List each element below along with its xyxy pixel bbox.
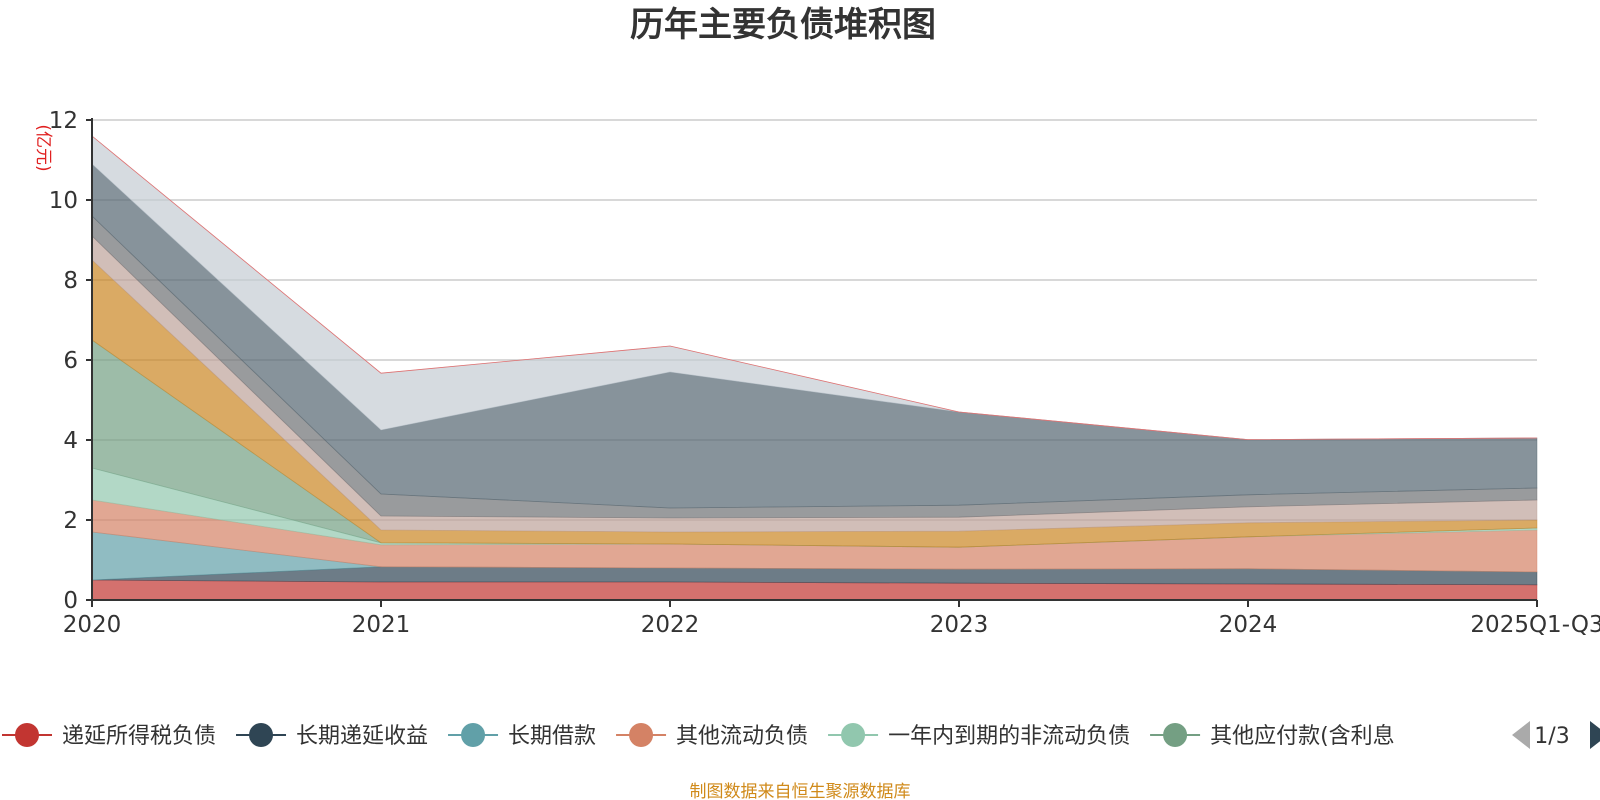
source-note: 制图数据来自恒生聚源数据库 (690, 782, 911, 800)
legend-swatch-circle (1163, 723, 1188, 747)
legend-item[interactable]: 长期递延收益 (236, 723, 428, 749)
y-axis-unit-label: (亿元) (33, 124, 53, 171)
legend-item[interactable]: 一年内到期的非流动负债 (828, 723, 1130, 749)
y-tick-label: 12 (49, 108, 78, 134)
legend-item[interactable]: 递延所得税负债 (2, 723, 216, 749)
legend-swatch-circle (629, 723, 654, 747)
x-tick-label: 2025Q1-Q3 (1470, 612, 1600, 638)
y-tick-label: 4 (63, 428, 78, 454)
legend-item[interactable]: 长期借款 (448, 723, 596, 749)
legend-label: 长期借款 (508, 724, 596, 749)
legend-swatch-circle (15, 723, 39, 747)
chart-title: 历年主要负债堆积图 (630, 5, 936, 45)
y-tick-labels: 0 2 4 6 8 10 12 (49, 108, 78, 614)
axes (86, 118, 1538, 607)
y-tick-label: 0 (63, 588, 78, 614)
x-tick-labels: 2020 2021 2022 2023 2024 2025Q1-Q3 (63, 612, 1600, 638)
x-tick-label: 2020 (63, 612, 122, 638)
legend-item[interactable]: 其他应付款(含利息 (1150, 723, 1395, 749)
legend-label: 递延所得税负债 (62, 724, 216, 749)
y-tick-label: 2 (63, 508, 78, 534)
stack-top-outline (91, 135, 1538, 441)
stacked-areas (91, 135, 1538, 601)
legend-prev-icon[interactable] (1512, 721, 1530, 749)
y-tick-label: 8 (63, 268, 78, 294)
legend-label: 一年内到期的非流动负债 (888, 724, 1130, 749)
y-tick-label: 10 (49, 188, 78, 214)
legend-label: 其他流动负债 (676, 724, 808, 749)
x-tick-label: 2023 (930, 612, 989, 638)
legend: 递延所得税负债 长期递延收益 长期借款 其他流动负债 一年内到期的非流动负债 其他应付款(… (2, 723, 1395, 749)
legend-item[interactable]: 其他流动负债 (616, 723, 808, 749)
y-tick-label: 6 (63, 348, 78, 374)
legend-swatch-circle (841, 723, 866, 747)
legend-label: 其他应付款(含利息 (1210, 724, 1395, 749)
legend-swatch-circle (249, 723, 274, 747)
x-tick-label: 2024 (1219, 612, 1278, 638)
legend-pager: 1/3 (1512, 721, 1600, 749)
legend-page-indicator: 1/3 (1534, 724, 1569, 749)
legend-next-icon[interactable] (1590, 721, 1600, 749)
x-tick-label: 2022 (641, 612, 700, 638)
legend-swatch-circle (461, 723, 486, 747)
x-tick-label: 2021 (352, 612, 411, 638)
legend-label: 长期递延收益 (296, 724, 428, 749)
